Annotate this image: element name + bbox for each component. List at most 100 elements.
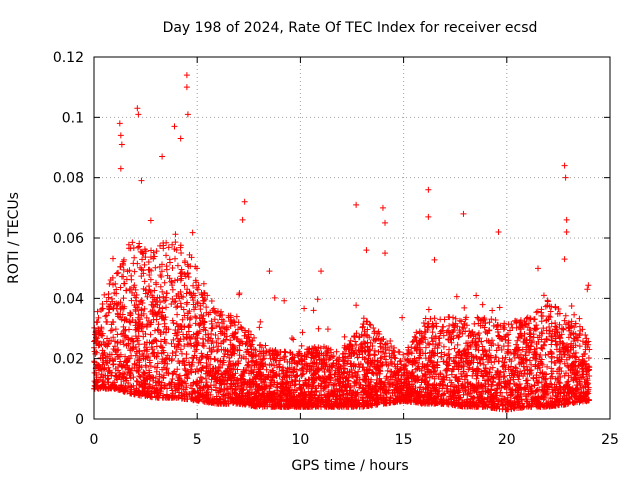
- data-point: [211, 355, 218, 362]
- data-point: [99, 305, 106, 312]
- data-point: [576, 362, 583, 369]
- data-point: [138, 297, 145, 304]
- data-point: [576, 378, 583, 385]
- data-point: [154, 349, 161, 356]
- data-point: [153, 281, 160, 288]
- data-point: [521, 370, 528, 377]
- data-point: [422, 350, 429, 357]
- data-point: [494, 382, 501, 389]
- data-point: [105, 294, 112, 301]
- data-point: [154, 360, 161, 367]
- data-point: [234, 336, 241, 343]
- data-point: [464, 380, 471, 387]
- data-point: [194, 342, 201, 349]
- data-point: [367, 321, 374, 328]
- data-point: [281, 297, 288, 304]
- data-point: [489, 364, 496, 371]
- data-point: [485, 327, 492, 334]
- data-point: [122, 364, 129, 371]
- data-point: [263, 366, 270, 373]
- data-point: [312, 385, 319, 392]
- data-point: [243, 349, 250, 356]
- data-point: [486, 327, 493, 334]
- data-point: [446, 360, 453, 367]
- data-point: [461, 304, 468, 311]
- data-point: [170, 336, 177, 343]
- data-point: [251, 366, 258, 373]
- data-point: [120, 327, 127, 334]
- data-point: [579, 326, 586, 333]
- data-point: [178, 275, 185, 282]
- data-point: [437, 380, 444, 387]
- data-point: [176, 338, 183, 345]
- data-point: [461, 376, 468, 383]
- data-point: [111, 290, 118, 297]
- data-point: [260, 350, 267, 357]
- data-point: [561, 317, 568, 324]
- data-point: [396, 349, 403, 356]
- data-point: [443, 372, 450, 379]
- data-point: [135, 341, 142, 348]
- data-point: [505, 364, 512, 371]
- data-point: [502, 354, 509, 361]
- data-point: [336, 393, 343, 400]
- data-point: [141, 347, 148, 354]
- data-point: [136, 373, 143, 380]
- data-point: [211, 316, 218, 323]
- data-point: [474, 314, 481, 321]
- data-point: [506, 401, 513, 408]
- data-point: [141, 246, 148, 253]
- data-point: [187, 366, 194, 373]
- data-point: [348, 367, 355, 374]
- data-point: [288, 335, 295, 342]
- data-point: [429, 363, 436, 370]
- data-point: [238, 324, 245, 331]
- data-point: [94, 318, 101, 325]
- data-point: [147, 363, 154, 370]
- data-point: [242, 327, 249, 334]
- data-point: [576, 343, 583, 350]
- data-point: [370, 325, 377, 332]
- data-point: [131, 254, 138, 261]
- data-point: [153, 248, 160, 255]
- data-point: [200, 326, 207, 333]
- data-point: [185, 323, 192, 330]
- data-point: [161, 320, 168, 327]
- data-point: [387, 337, 394, 344]
- data-point: [194, 299, 201, 306]
- data-point: [152, 264, 159, 271]
- data-point: [145, 317, 152, 324]
- data-point: [220, 391, 227, 398]
- data-point: [539, 345, 546, 352]
- data-point: [108, 295, 115, 302]
- data-point: [384, 367, 391, 374]
- data-point: [141, 305, 148, 312]
- data-point: [151, 327, 158, 334]
- data-point: [117, 263, 124, 270]
- data-point: [397, 366, 404, 373]
- data-point: [192, 313, 199, 320]
- data-point: [524, 398, 531, 405]
- data-point: [479, 316, 486, 323]
- grid-lines: [94, 57, 610, 419]
- data-point: [134, 260, 141, 267]
- data-point: [217, 358, 224, 365]
- data-point: [373, 391, 380, 398]
- data-point: [188, 254, 195, 261]
- data-point: [284, 365, 291, 372]
- data-point: [102, 313, 109, 320]
- data-point: [185, 274, 192, 281]
- data-point: [453, 373, 460, 380]
- data-point: [331, 381, 338, 388]
- data-point: [284, 379, 291, 386]
- data-point: [260, 371, 267, 378]
- data-point: [94, 308, 101, 315]
- data-point: [218, 308, 225, 315]
- data-point: [226, 358, 233, 365]
- data-point: [105, 340, 112, 347]
- data-point: [103, 298, 110, 305]
- data-point: [146, 271, 153, 278]
- data-point: [411, 378, 418, 385]
- data-point: [175, 358, 182, 365]
- data-point: [220, 318, 227, 325]
